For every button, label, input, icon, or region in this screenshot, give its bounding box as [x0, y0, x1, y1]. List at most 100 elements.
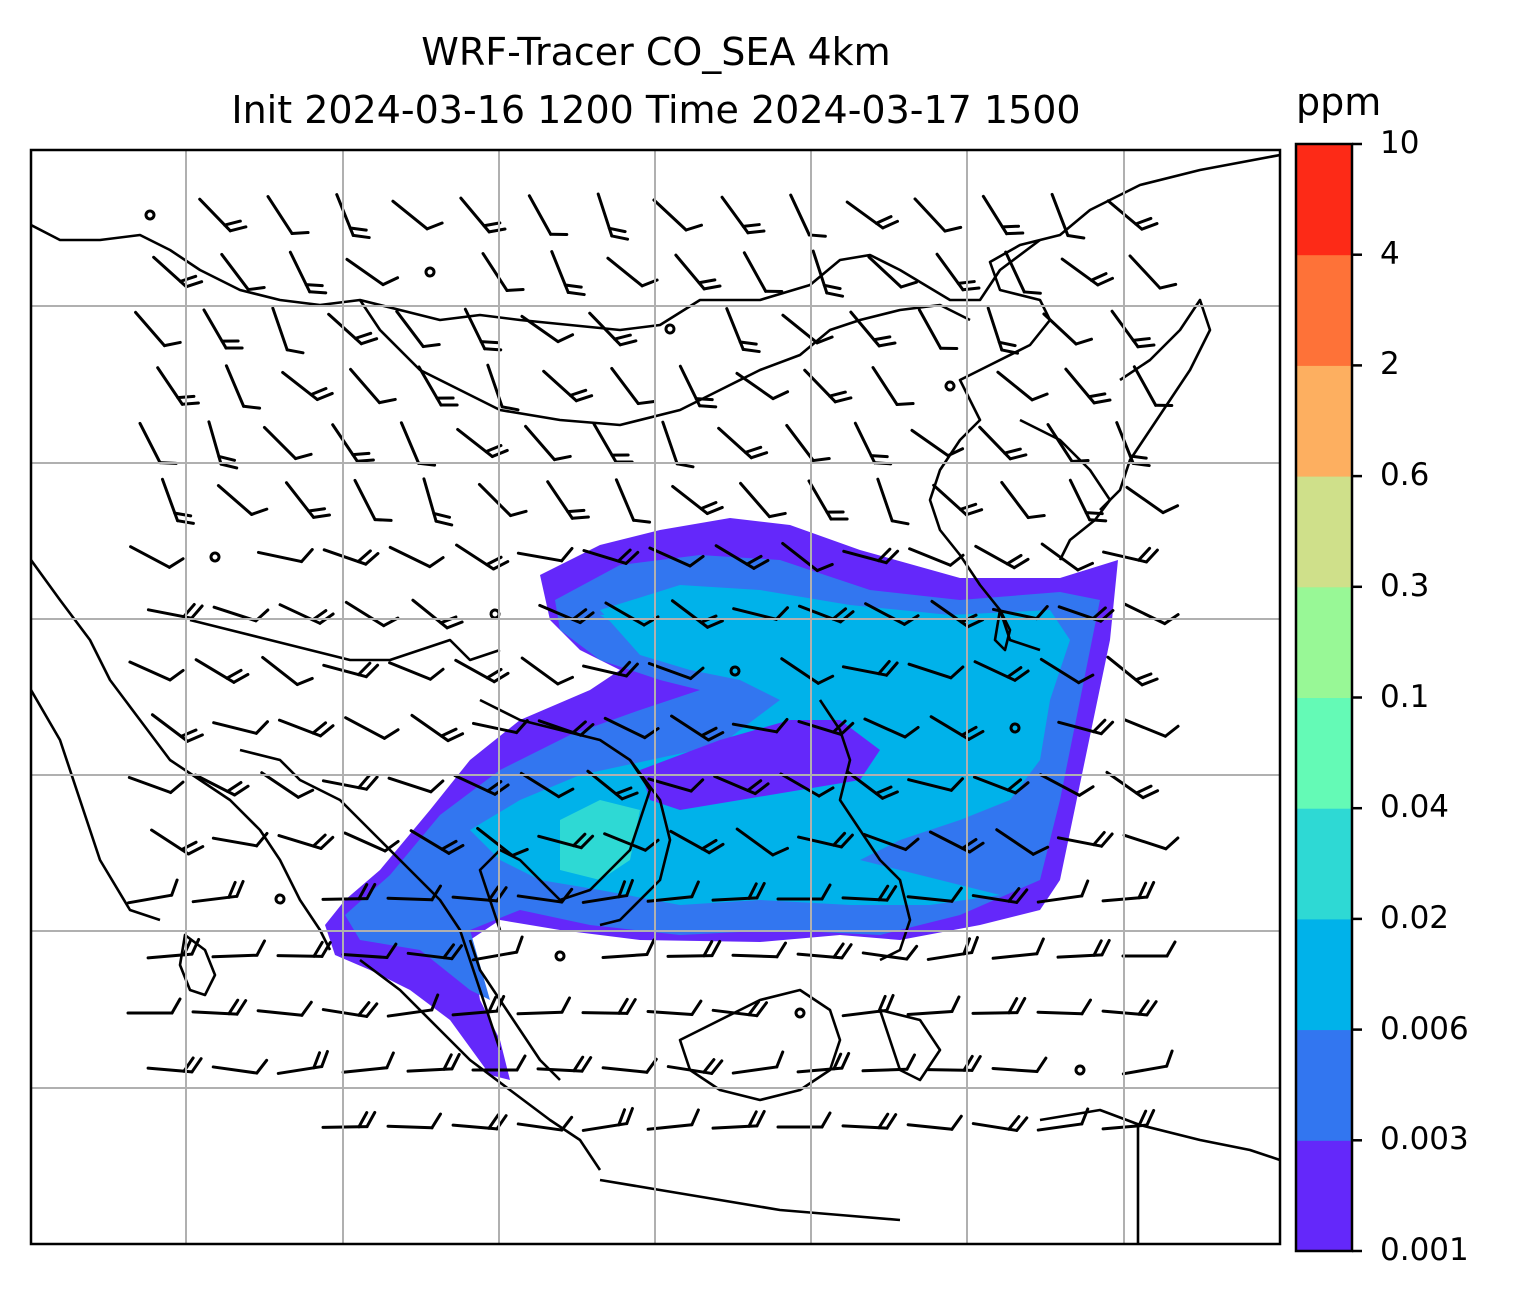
wind-barb — [670, 714, 725, 742]
wind-barb — [1060, 257, 1114, 287]
wind-barb — [871, 366, 915, 406]
wind-barb — [841, 993, 895, 1018]
wind-barb — [321, 1110, 377, 1129]
colorbar-segment — [1296, 697, 1352, 809]
wind-barb — [794, 1007, 806, 1019]
wind-barb — [288, 250, 328, 295]
wind-barb — [146, 1056, 203, 1074]
chart-title-line-2: Init 2024-03-16 1200 Time 2024-03-17 150… — [231, 88, 1081, 132]
wind-barb — [284, 481, 332, 519]
wind-barb — [471, 1054, 527, 1072]
wind-barb — [277, 718, 335, 738]
colorbar-segment — [1296, 365, 1352, 477]
wind-barb — [711, 1000, 768, 1018]
wind-barb — [995, 828, 1050, 856]
japan-coast — [1099, 298, 1212, 511]
colorbar-tick-label: 2 — [1380, 346, 1400, 383]
colorbar-segment — [1296, 144, 1352, 256]
wind-barb — [907, 662, 965, 680]
colorbar-segment — [1296, 476, 1352, 588]
wind-barb — [193, 773, 250, 797]
wind-barb — [127, 775, 185, 795]
wind-barb — [129, 545, 185, 569]
wind-barb — [796, 1051, 851, 1074]
wind-barb — [1123, 718, 1180, 738]
wind-barb — [516, 887, 574, 904]
wind-barb — [986, 306, 1020, 355]
wind-barb — [388, 661, 445, 681]
wind-barb — [211, 1058, 269, 1075]
wind-barb — [536, 1055, 593, 1073]
wind-barb — [971, 1115, 1029, 1132]
wind-barb — [906, 886, 963, 903]
wind-barb — [926, 935, 979, 961]
wind-barb — [212, 720, 269, 735]
wind-barb — [144, 209, 156, 221]
wind-barb — [1039, 773, 1095, 797]
wind-barb — [1105, 770, 1160, 800]
wind-barb — [519, 771, 575, 799]
wind-barb — [596, 192, 630, 241]
wind-barb — [1122, 833, 1180, 851]
wind-barb — [386, 993, 440, 1018]
wind-barb — [126, 878, 179, 905]
wind-barb — [735, 827, 789, 857]
wind-barb — [476, 826, 529, 858]
wind-barb — [610, 366, 656, 406]
wind-barb — [582, 548, 640, 565]
wind-barb — [224, 364, 262, 410]
wind-barb — [581, 878, 634, 904]
eurasia-north-border — [31, 223, 1041, 332]
colorbar-segment — [1296, 1029, 1352, 1141]
wind-barb — [209, 551, 221, 563]
wind-barb — [527, 194, 569, 236]
wind-barb — [849, 310, 897, 348]
vietnam-coast — [599, 759, 672, 927]
wind-barb — [906, 1114, 963, 1131]
borneo-coast — [678, 988, 842, 1102]
wind-barb — [344, 600, 400, 628]
wind-barb — [216, 484, 269, 516]
wind-barb — [126, 997, 182, 1015]
wind-barb — [725, 307, 761, 354]
new-guinea-coast — [1039, 1108, 1280, 1162]
wind-barb — [152, 255, 204, 289]
wind-barb — [520, 314, 575, 344]
wind-barb — [1132, 365, 1174, 407]
india-west-coast — [31, 689, 161, 922]
wind-barb — [841, 884, 898, 902]
wind-barb — [648, 546, 705, 568]
wind-barb — [972, 775, 1030, 795]
wind-barb — [388, 545, 445, 569]
wind-barb — [277, 833, 335, 850]
wind-barb — [811, 249, 845, 298]
wind-barb — [1101, 880, 1156, 903]
wind-barb — [803, 368, 853, 404]
wind-barb — [1121, 940, 1177, 958]
wind-barb — [1039, 657, 1095, 685]
wind-barb — [1036, 998, 1092, 1016]
wind-barb — [785, 423, 831, 463]
wind-barb — [735, 371, 790, 401]
gridlines — [31, 150, 1280, 1244]
wind-barb — [266, 195, 310, 235]
colorbar-segment — [1296, 254, 1352, 366]
wind-barb — [678, 364, 718, 409]
bangladesh-myanmar-coast — [239, 748, 502, 1051]
wind-barb — [862, 832, 920, 852]
wind-barb — [944, 380, 956, 392]
wind-barb — [1106, 655, 1159, 687]
wind-barb — [779, 772, 835, 798]
wind-barb — [780, 657, 835, 685]
wind-barb — [341, 942, 398, 960]
wind-barb — [207, 420, 239, 470]
wind-barb — [731, 717, 789, 734]
india-coast — [31, 559, 332, 951]
wind-barb — [720, 195, 766, 235]
wind-barb — [1064, 367, 1112, 405]
wind-barb — [256, 1000, 313, 1017]
wind-barb — [910, 428, 965, 458]
wind-barb — [516, 996, 571, 1016]
wind-barb — [601, 1057, 658, 1074]
wind-barb — [134, 310, 182, 348]
